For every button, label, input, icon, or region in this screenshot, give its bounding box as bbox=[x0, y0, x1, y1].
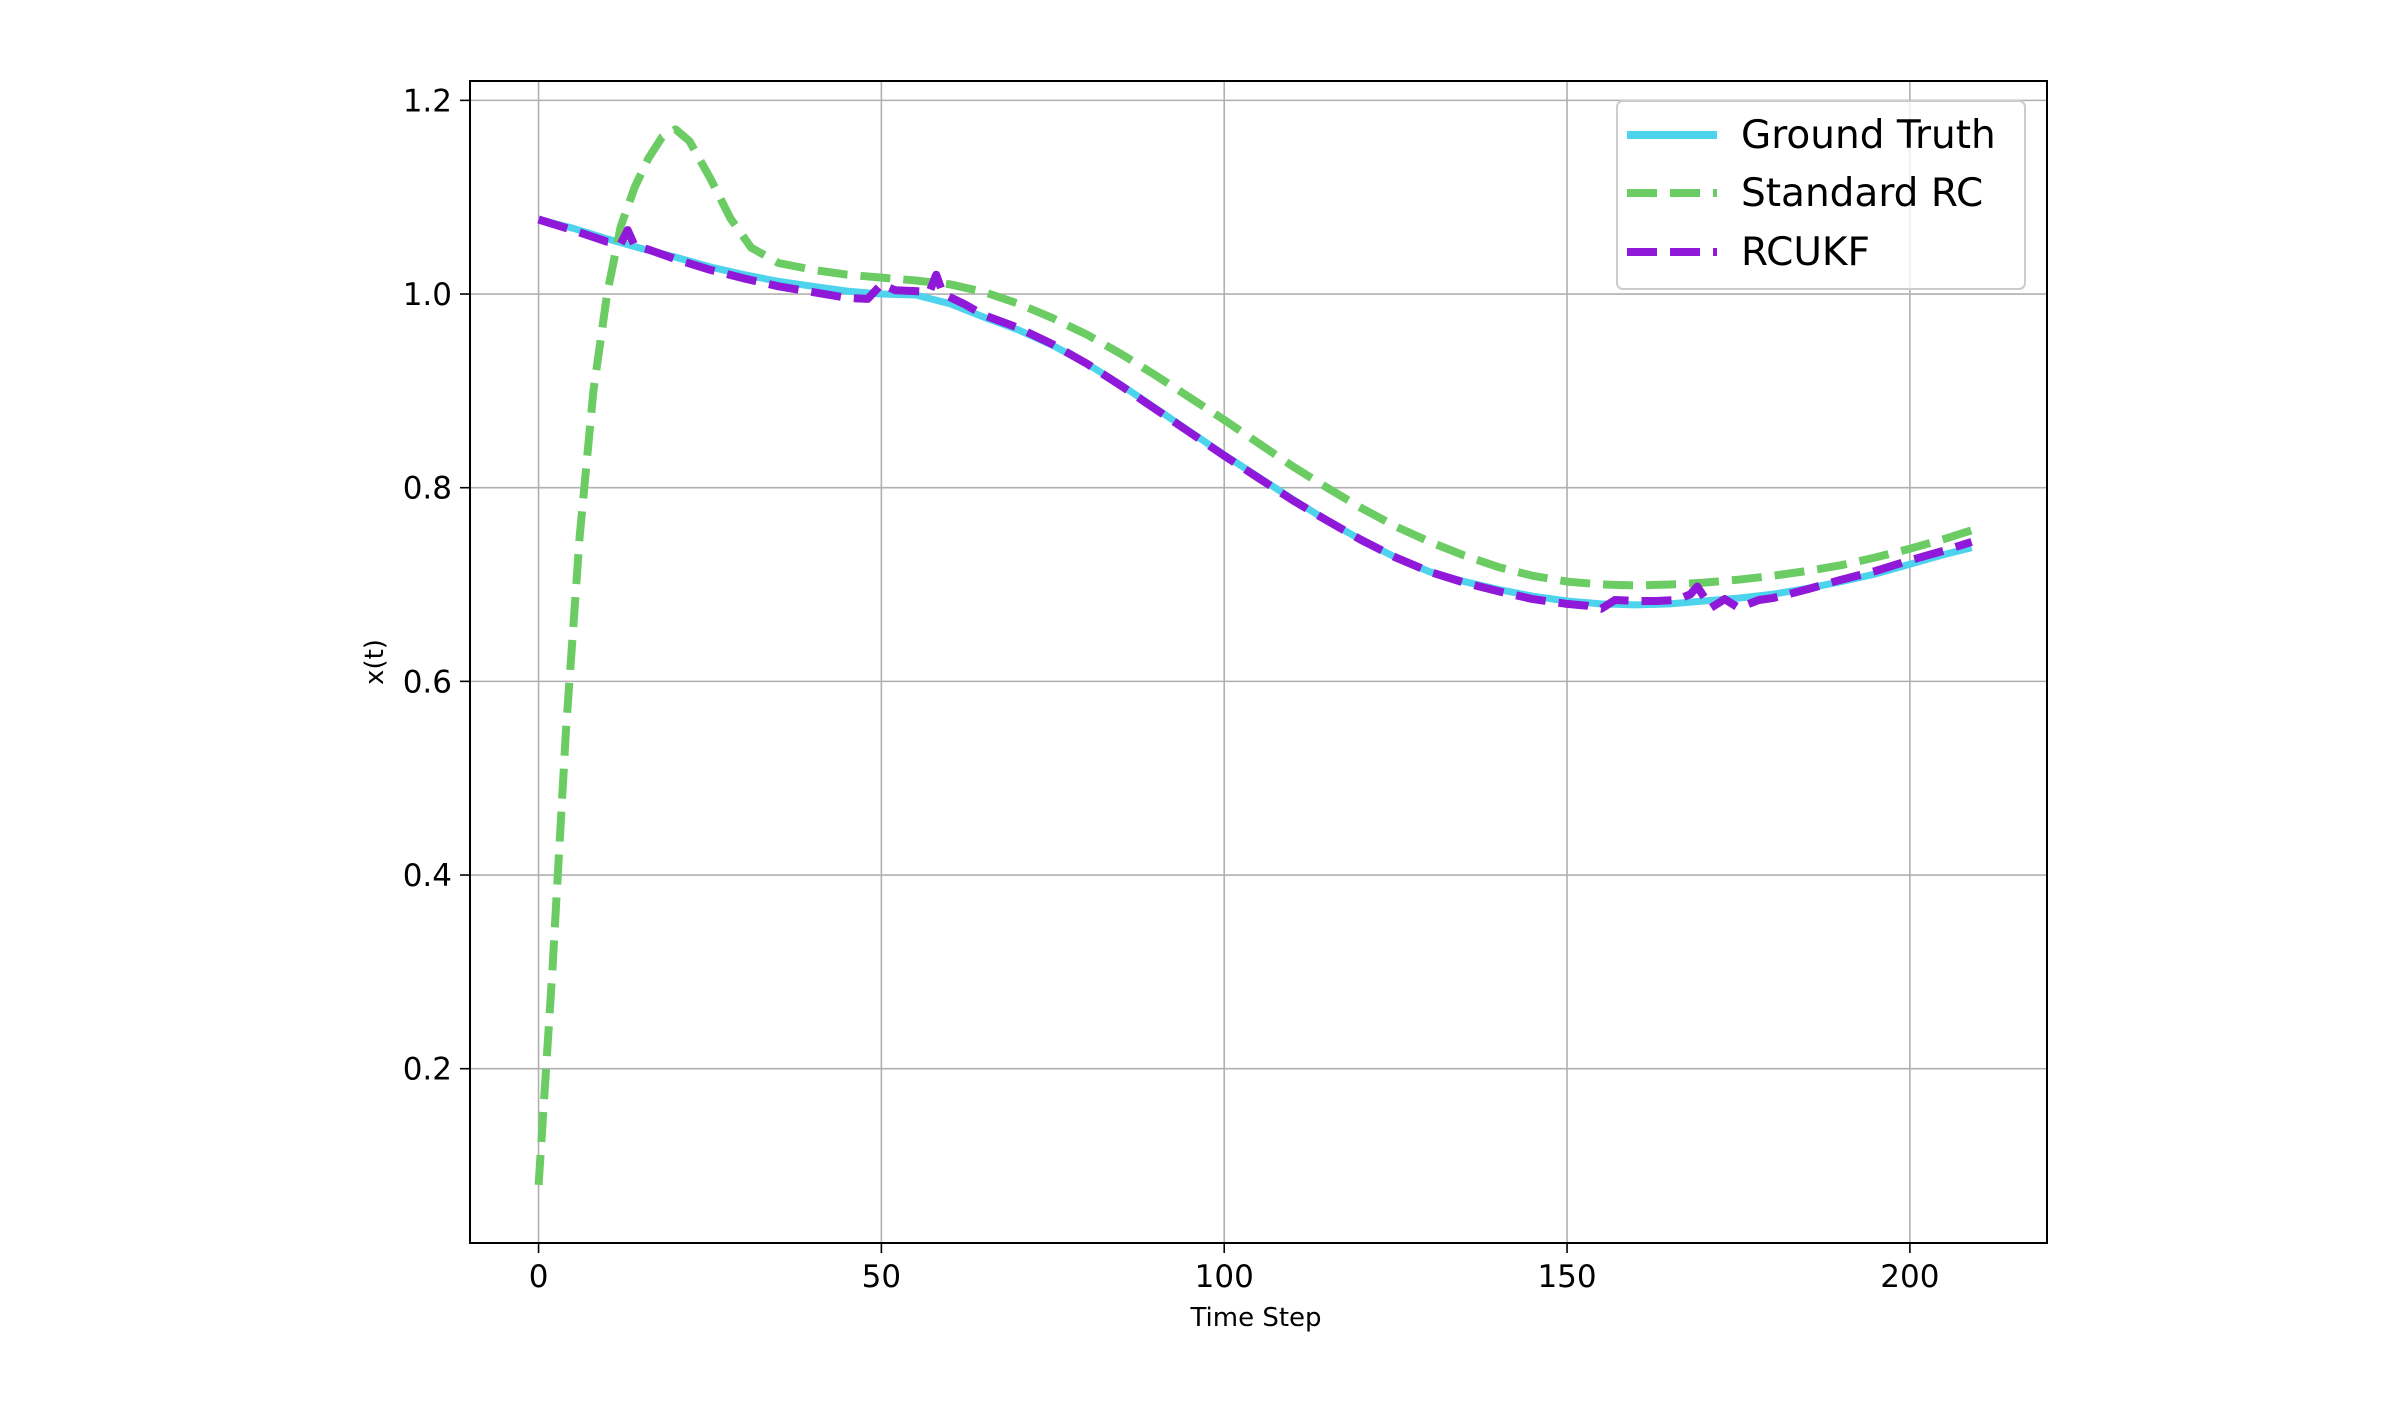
x-tick-label: 200 bbox=[1880, 1259, 1939, 1295]
y-tick-label: 0.2 bbox=[403, 1052, 452, 1088]
y-tick-label: 0.8 bbox=[403, 471, 452, 507]
ticks: 0 50 100 150 200 0.2 0.4 0.6 0.8 1.0 1.2 bbox=[403, 83, 1940, 1295]
x-tick-label: 0 bbox=[529, 1259, 549, 1295]
legend-label-rcukf: RCUKF bbox=[1741, 230, 1870, 275]
legend: Ground Truth Standard RC RCUKF bbox=[1616, 100, 2026, 290]
x-axis-label: Time Step bbox=[1189, 1303, 1321, 1333]
x-tick-label: 150 bbox=[1537, 1259, 1596, 1295]
plot-frame bbox=[469, 80, 2048, 1244]
y-axis-label: x(t) bbox=[360, 639, 390, 685]
legend-label-standard-rc: Standard RC bbox=[1741, 171, 1983, 216]
legend-box bbox=[1616, 100, 2026, 290]
y-tick-label: 1.2 bbox=[403, 83, 452, 119]
series-line-standard-rc bbox=[534, 125, 1973, 1186]
y-tick-label: 0.4 bbox=[403, 858, 452, 894]
series-line-rcukf bbox=[537, 215, 1973, 613]
legend-label-ground-truth: Ground Truth bbox=[1741, 113, 1996, 158]
x-tick-label: 100 bbox=[1195, 1259, 1254, 1295]
x-tick-label: 50 bbox=[862, 1259, 901, 1295]
y-tick-label: 0.6 bbox=[403, 664, 452, 700]
y-tick-label: 1.0 bbox=[403, 277, 452, 313]
series-layer bbox=[534, 125, 1973, 1186]
